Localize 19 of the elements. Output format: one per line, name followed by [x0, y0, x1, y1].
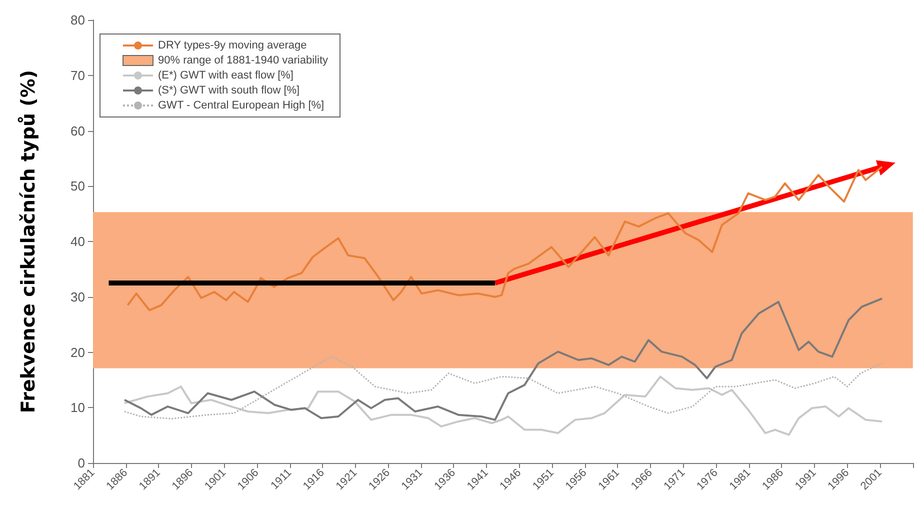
legend-label: (E*) GWT with east flow [%]	[158, 70, 294, 82]
legend-label: GWT - Central European High [%]	[158, 100, 324, 112]
y-tick-label: 0	[78, 456, 85, 470]
line-series	[123, 376, 884, 436]
y-tick-label: 70	[70, 68, 85, 83]
line-series	[126, 166, 884, 312]
y-tick-label: 40	[70, 234, 85, 249]
legend-label: DRY types-9y moving average	[158, 40, 307, 52]
y-tick-label: 60	[70, 123, 85, 138]
legend-label: 90% range of 1881-1940 variability	[158, 54, 328, 66]
legend-label: (S*) GWT with south flow [%]	[158, 84, 300, 96]
y-tick-label: 50	[70, 178, 85, 194]
y-axis-title: Frekvence cirkulačních typů (%)	[18, 70, 40, 414]
y-tick-label: 10	[70, 400, 85, 416]
y-tick-label: 30	[70, 289, 85, 304]
line-series	[124, 356, 883, 420]
y-tick-label: 20	[70, 344, 85, 360]
line-series	[123, 298, 884, 421]
y-tick-label: 80	[70, 12, 85, 28]
